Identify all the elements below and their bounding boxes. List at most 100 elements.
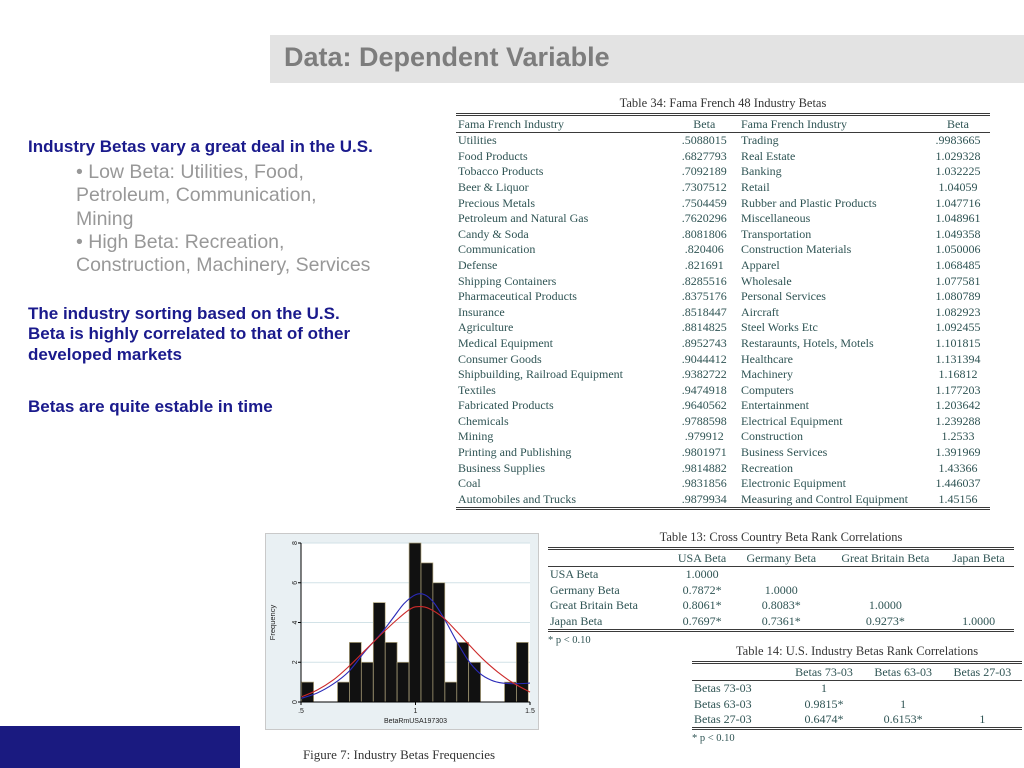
histogram-figure: 0 2 4 6 8 .5 1 1.5 BetaRmUSA197303 Frequency bbox=[265, 533, 539, 730]
table-row: Chemicals .9788598 Electrical Equipment 1.2… bbox=[456, 413, 990, 429]
table-cell: Business Supplies bbox=[458, 460, 546, 475]
column-header: Fama French Industry bbox=[456, 113, 670, 133]
table-cell bbox=[828, 582, 944, 598]
table-cell: 1.0000 bbox=[764, 582, 798, 597]
table-row: Business Supplies .9814882 Recreation 1.433… bbox=[456, 460, 990, 476]
column-header: Beta bbox=[669, 113, 739, 133]
table-cell: .821691 bbox=[684, 257, 724, 272]
table-cell: Germany Beta bbox=[550, 582, 620, 597]
table-cell: 0.9273* bbox=[827, 613, 944, 632]
svg-text:6: 6 bbox=[292, 581, 299, 585]
table-cell: 1.092455 bbox=[935, 320, 981, 335]
table-cell: 1.0000 bbox=[685, 567, 719, 582]
table-cell: Recreation bbox=[741, 460, 793, 475]
table-cell: Measuring and Control Equipment bbox=[739, 491, 926, 510]
table-row: Communication .820406 Construction Materia… bbox=[456, 242, 990, 258]
table-cell: Printing and Publishing bbox=[458, 445, 572, 460]
table-cell: 1.101815 bbox=[935, 335, 981, 350]
table-header-row: Fama French Industry Beta Fama French Indu… bbox=[456, 113, 990, 133]
table-cell: Electronic Equipment bbox=[741, 476, 846, 491]
table-cell: USA Beta bbox=[550, 567, 599, 582]
table-cell: Precious Metals bbox=[458, 195, 535, 210]
table-row: Japan Beta 0.7697* 0.7361* 0.9273* 1.0000 bbox=[548, 613, 1014, 632]
table-cell bbox=[943, 566, 1014, 582]
table-cell: 1.16812 bbox=[938, 367, 978, 382]
table-row: Printing and Publishing .9801971 Business … bbox=[456, 444, 990, 460]
column-header: Germany Beta bbox=[734, 547, 828, 567]
table-header-row: USA Beta Germany Beta Great Britain Beta Ja… bbox=[548, 547, 1014, 567]
table-cell: Coal bbox=[458, 476, 481, 491]
table-row: Fabricated Products .9640562 Entertainment… bbox=[456, 398, 990, 414]
table-cell: .9879934 bbox=[669, 491, 739, 510]
table-cell: Shipbuilding, Railroad Equipment bbox=[458, 367, 623, 382]
table-cell: Real Estate bbox=[741, 148, 796, 163]
table-title: Table 14: U.S. Industry Betas Rank Corre… bbox=[735, 644, 979, 658]
table-row: Utilities .5088015 Trading .9983665 bbox=[456, 132, 990, 148]
table-body: Utilities .5088015 Trading .9983665 Food Pro… bbox=[456, 132, 990, 510]
table-cell: 0.9815* bbox=[804, 696, 844, 711]
table-cell: Utilities bbox=[458, 133, 497, 148]
table-cell: Apparel bbox=[741, 257, 780, 272]
table-cell: 1.04059 bbox=[938, 179, 978, 194]
table-cell: Steel Works Etc bbox=[741, 320, 818, 335]
column-header: USA Beta bbox=[669, 547, 735, 567]
table-row: Germany Beta 0.7872* 1.0000 bbox=[548, 582, 1014, 598]
table-cell: Computers bbox=[741, 382, 794, 397]
table-cell: 1.080789 bbox=[935, 289, 981, 304]
table-cell: 1 bbox=[900, 696, 907, 711]
table-cell: .8375176 bbox=[681, 289, 727, 304]
table-cell: Chemicals bbox=[458, 413, 509, 428]
table-cell: Construction bbox=[741, 429, 803, 444]
table-cell: Retail bbox=[741, 179, 770, 194]
svg-text:2: 2 bbox=[292, 660, 299, 664]
table-cell: Machinery bbox=[741, 367, 793, 382]
data-table: Fama French Industry Beta Fama French Indu… bbox=[456, 113, 990, 510]
table-cell: Betas 63-03 bbox=[694, 696, 752, 711]
table-cell bbox=[943, 598, 1014, 614]
notes-para-stable: Betas are quite estable in time bbox=[28, 396, 273, 416]
table-title: Table 34: Fama French 48 Industry Betas bbox=[619, 96, 827, 110]
table-cell: .6827793 bbox=[681, 148, 727, 163]
column-header: Fama French Industry bbox=[739, 113, 926, 133]
table-row: Textiles .9474918 Computers 1.177203 bbox=[456, 382, 990, 398]
table-cell: .9801971 bbox=[681, 445, 727, 460]
table-cell: .9983665 bbox=[935, 133, 981, 148]
column-header: Betas 27-03 bbox=[942, 661, 1022, 681]
table-cell: Beer & Liquor bbox=[458, 179, 529, 194]
table-cell: 1.077581 bbox=[935, 273, 981, 288]
table-cell: Fabricated Products bbox=[458, 398, 554, 413]
table-cell: Medical Equipment bbox=[458, 335, 553, 350]
table-cell: Trading bbox=[741, 133, 779, 148]
table-cell: .8285516 bbox=[681, 273, 727, 288]
table-cell: .7504459 bbox=[681, 195, 727, 210]
table-cell: .9044412 bbox=[681, 351, 727, 366]
notes-bullet-high-beta: • High Beta: Recreation, Construction, M… bbox=[76, 230, 371, 277]
table-us-industry-correlations: Table 14: U.S. Industry Betas Rank Corre… bbox=[692, 644, 1022, 744]
table-cell: 1.068485 bbox=[935, 257, 981, 272]
table-body: Betas 73-03 1 Betas 63-03 0.9815* 1 Betas 27-… bbox=[692, 680, 1022, 731]
table-cell: 0.7697* bbox=[669, 613, 735, 632]
column-header: Beta bbox=[925, 113, 990, 133]
table-cell: 0.6153* bbox=[863, 711, 943, 731]
table-row: Consumer Goods .9044412 Healthcare 1.131394 bbox=[456, 351, 990, 367]
table-row: Petroleum and Natural Gas .7620296 Miscell… bbox=[456, 211, 990, 227]
table-cell: .9640562 bbox=[681, 398, 727, 413]
table-cell: .7092189 bbox=[681, 164, 727, 179]
table-cell: Entertainment bbox=[741, 398, 809, 413]
table-cell: Communication bbox=[458, 242, 536, 257]
table-cell: Mining bbox=[458, 429, 494, 444]
table-cell: .9474918 bbox=[681, 382, 727, 397]
table-cell bbox=[943, 696, 1022, 712]
column-header bbox=[692, 661, 785, 681]
table-header: Betas 73-03 Betas 63-03 Betas 27-03 bbox=[692, 661, 1022, 681]
table-row: Mining .979912 Construction 1.2533 bbox=[456, 429, 990, 445]
table-cell: Tobacco Products bbox=[458, 164, 544, 179]
slide-title-bar: Data: Dependent Variable bbox=[270, 35, 1024, 83]
table-cell: Insurance bbox=[458, 304, 505, 319]
column-header: Betas 63-03 bbox=[863, 661, 943, 681]
table-row: Shipbuilding, Railroad Equipment .9382722… bbox=[456, 367, 990, 383]
table-row: Betas 27-03 0.6474* 0.6153* 1 bbox=[692, 711, 1022, 731]
notes-para-sorting: The industry sorting based on the U.S. B… bbox=[28, 303, 351, 365]
table-cell: Petroleum and Natural Gas bbox=[458, 211, 589, 226]
column-header: Great Britain Beta bbox=[827, 547, 944, 567]
